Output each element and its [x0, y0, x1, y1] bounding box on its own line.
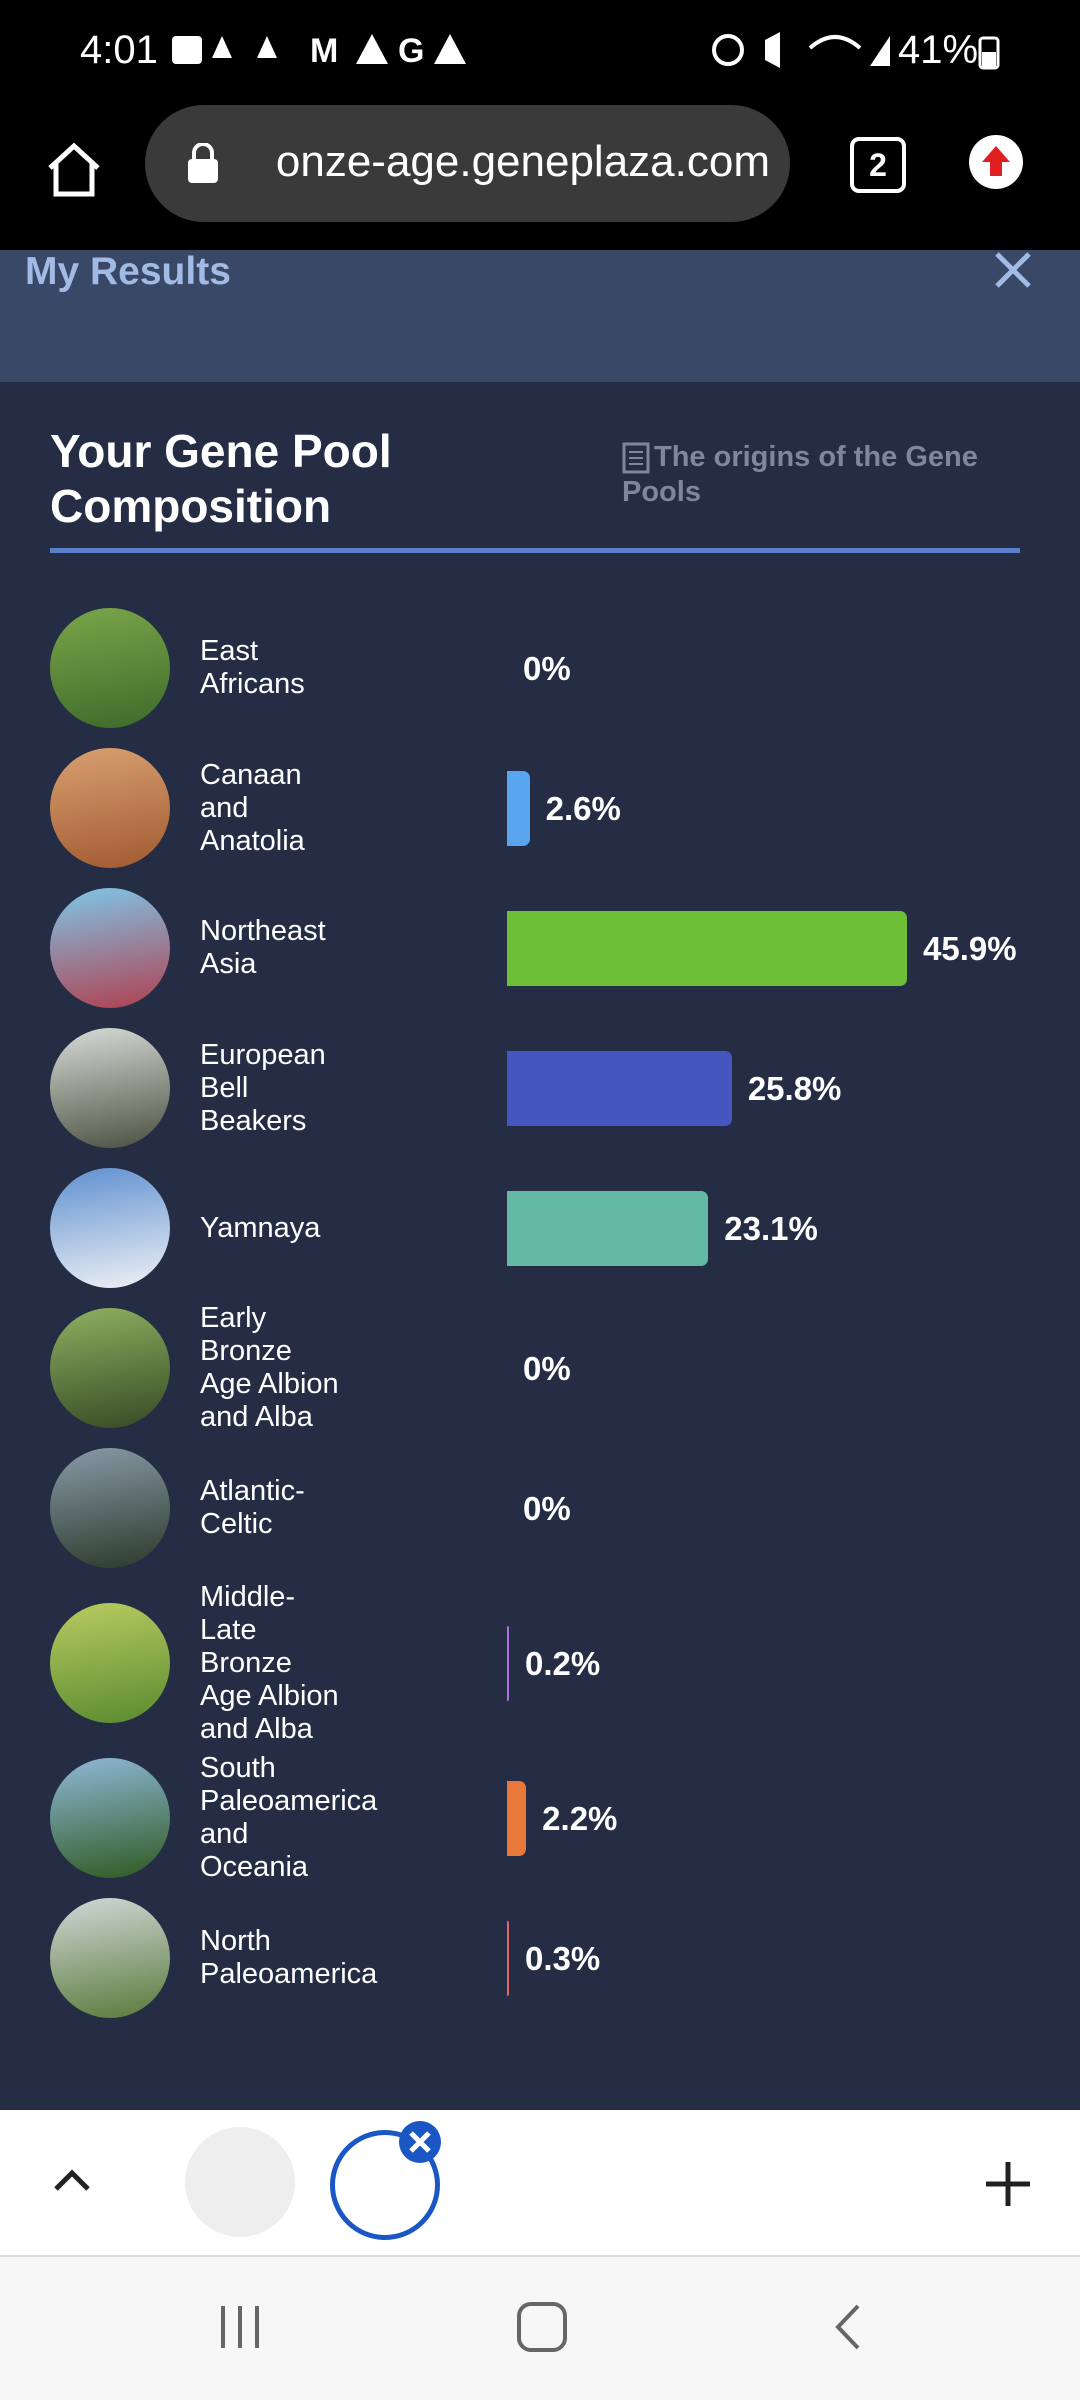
row: Atlantic-Celtic 0%: [50, 1438, 1030, 1578]
bar: [507, 911, 907, 986]
value-label: 0%: [523, 1349, 571, 1387]
bar: [507, 1781, 527, 1856]
title-underline: [50, 548, 1020, 553]
notification-icons: M G: [172, 32, 466, 70]
svg-text:M: M: [310, 32, 338, 70]
tab-icon[interactable]: [185, 2127, 295, 2237]
category-label: Middle-Late Bronze Age Albion and Alba: [200, 1580, 339, 1745]
value-label: 0%: [523, 649, 571, 687]
bar-group: 2.2%: [507, 1781, 617, 1856]
bar-group: 23.1%: [507, 1191, 818, 1266]
lock-icon: [188, 143, 218, 183]
recents-button[interactable]: [215, 2302, 265, 2352]
bar: [507, 1921, 509, 1996]
row: North Paleoamerica 0.3%: [50, 1888, 1030, 2028]
value-label: 0.2%: [525, 1644, 601, 1682]
row: Yamnaya 23.1%: [50, 1158, 1030, 1298]
browser-bar: onze-age.geneplaza.com 2: [0, 100, 1080, 250]
back-button[interactable]: [828, 2302, 868, 2352]
bar: [507, 1191, 709, 1266]
value-label: 45.9%: [923, 929, 1017, 967]
url-text: onze-age.geneplaza.com: [275, 137, 770, 186]
region-image: [50, 1028, 170, 1148]
bar-group: 2.6%: [507, 771, 621, 846]
bar-group: 25.8%: [507, 1051, 841, 1126]
category-label: Canaan and Anatolia: [200, 758, 305, 857]
category-label: East Africans: [200, 635, 305, 700]
bar-group: 0.2%: [507, 1626, 600, 1701]
row: Canaan and Anatolia 2.6%: [50, 738, 1030, 878]
status-bar: 4:01 M G 41%: [0, 0, 1080, 100]
bar-group: 0%: [507, 631, 571, 706]
chart: East Africans 0% Canaan and Anatolia 2.6% No…: [50, 598, 1030, 2028]
battery-level: 41%: [898, 28, 979, 72]
value-label: 0.3%: [525, 1939, 601, 1977]
system-icons: [712, 32, 890, 68]
origins-link[interactable]: The origins of the Gene Pools: [622, 441, 978, 508]
home-nav-button[interactable]: [515, 2300, 569, 2354]
close-button[interactable]: [993, 250, 1033, 290]
row: Middle-Late Bronze Age Albion and Alba 0.…: [50, 1578, 1030, 1748]
navigation-bar: [0, 2257, 1080, 2400]
value-label: 0%: [523, 1489, 571, 1527]
results-header: My Results: [0, 250, 1080, 382]
value-label: 25.8%: [747, 1069, 842, 1107]
row: East Africans 0%: [50, 598, 1030, 738]
bar: [507, 1051, 732, 1126]
region-image: [50, 888, 170, 1008]
category-label: Yamnaya: [200, 1211, 321, 1244]
expand-button[interactable]: [52, 2165, 92, 2195]
tab-count[interactable]: 2: [850, 137, 906, 193]
region-image: [50, 748, 170, 868]
category-label: Atlantic-Celtic: [200, 1475, 305, 1540]
region-image: [50, 1603, 170, 1723]
region-image: [50, 608, 170, 728]
time: 4:01: [80, 28, 158, 72]
results-title: My Results: [25, 250, 231, 293]
bar-group: 0.3%: [507, 1921, 600, 1996]
value-label: 2.2%: [542, 1799, 618, 1837]
region-image: [50, 1898, 170, 2018]
update-button[interactable]: [968, 134, 1024, 190]
category-label: Early Bronze Age Albion and Alba: [200, 1302, 339, 1433]
chart-title: Your Gene Pool Composition: [50, 425, 392, 532]
close-tab-button[interactable]: [398, 2120, 442, 2164]
tab-toolbar: [0, 2110, 1080, 2257]
row: South Paleoamerica and Oceania 2.2%: [50, 1748, 1030, 1888]
bar: [507, 771, 530, 846]
region-image: [50, 1758, 170, 1878]
url-bar[interactable]: onze-age.geneplaza.com: [145, 105, 790, 222]
row: Northeast Asia 45.9%: [50, 878, 1030, 1018]
svg-text:G: G: [398, 32, 424, 70]
value-label: 2.6%: [545, 789, 621, 827]
home-button[interactable]: [44, 140, 104, 200]
bar-group: 0%: [507, 1471, 571, 1546]
value-label: 23.1%: [724, 1209, 818, 1247]
region-image: [50, 1308, 170, 1428]
row: Early Bronze Age Albion and Alba 0%: [50, 1298, 1030, 1438]
bar: [507, 1626, 509, 1701]
bar-group: 45.9%: [507, 911, 1017, 986]
region-image: [50, 1168, 170, 1288]
row: European Bell Beakers 25.8%: [50, 1018, 1030, 1158]
battery-icon: [978, 36, 1000, 70]
category-label: South Paleoamerica and Oceania: [200, 1752, 378, 1883]
doc-icon: [622, 442, 650, 474]
new-tab-button[interactable]: [984, 2160, 1032, 2208]
category-label: European Bell Beakers: [200, 1038, 326, 1137]
category-label: North Paleoamerica: [200, 1925, 378, 1990]
region-image: [50, 1448, 170, 1568]
bar-group: 0%: [507, 1331, 571, 1406]
category-label: Northeast Asia: [200, 915, 326, 980]
